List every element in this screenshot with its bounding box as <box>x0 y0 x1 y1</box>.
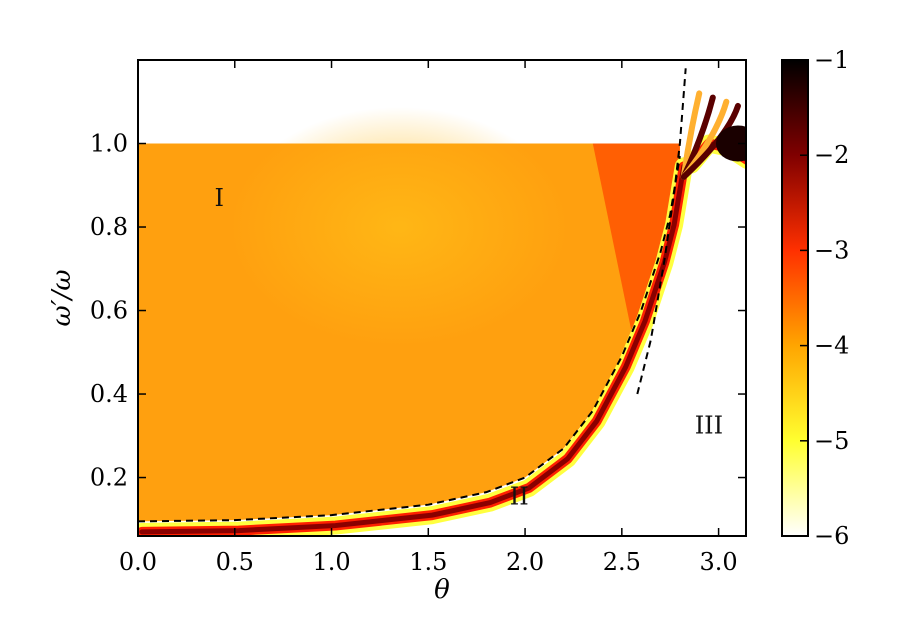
dashed-curve-2 <box>636 68 687 395</box>
y-tick-label: 1.0 <box>90 130 128 158</box>
y-axis-label: ω′/ω <box>47 269 77 326</box>
x-tick-label: 3.0 <box>700 548 738 576</box>
heatmap-band-red <box>592 143 680 332</box>
colorbar-tick-label: −6 <box>814 522 849 550</box>
y-tick-label: 0.4 <box>90 380 128 408</box>
dashed-curves <box>138 68 687 523</box>
colorbar-tick-label: −5 <box>814 427 849 455</box>
heatmap-core <box>229 107 570 348</box>
y-tick-label: 0.8 <box>90 213 128 241</box>
colorbar-tick-label: −3 <box>814 236 849 264</box>
x-axis-label: θ <box>434 575 450 605</box>
heatmap-peak <box>715 125 746 162</box>
y-tick-label: 0.2 <box>90 464 128 492</box>
x-axis: 0.0 0.5 1.0 1.5 2.0 2.5 3.0 <box>119 60 738 576</box>
colorbar-ticks: −6 −5 −4 −3 −2 −1 <box>800 46 849 550</box>
dashed-curve-1 <box>138 155 681 523</box>
x-tick-label: 2.0 <box>506 548 544 576</box>
x-tick-label: 0.0 <box>119 548 157 576</box>
colorbar-tick-label: −1 <box>814 46 849 74</box>
region-label-III: III <box>695 411 723 439</box>
y-axis: 0.2 0.4 0.6 0.8 1.0 <box>90 130 746 492</box>
colorbar-frame <box>781 59 809 537</box>
x-tick-label: 1.5 <box>409 548 447 576</box>
plot-frame <box>137 59 747 537</box>
colorbar-tick-label: −4 <box>814 332 849 360</box>
region-label-II: II <box>510 482 529 510</box>
colorbar: −6 −5 −4 −3 −2 −1 <box>781 46 849 550</box>
colorbar-tick-label: −2 <box>814 141 849 169</box>
x-tick-label: 0.5 <box>216 548 254 576</box>
region-label-I: I <box>215 184 224 212</box>
heatmap-field <box>138 90 746 536</box>
plot-area <box>138 60 746 536</box>
y-tick-label: 0.6 <box>90 297 128 325</box>
colorbar-gradient <box>782 60 808 536</box>
x-tick-label: 2.5 <box>603 548 641 576</box>
x-tick-label: 1.0 <box>312 548 350 576</box>
